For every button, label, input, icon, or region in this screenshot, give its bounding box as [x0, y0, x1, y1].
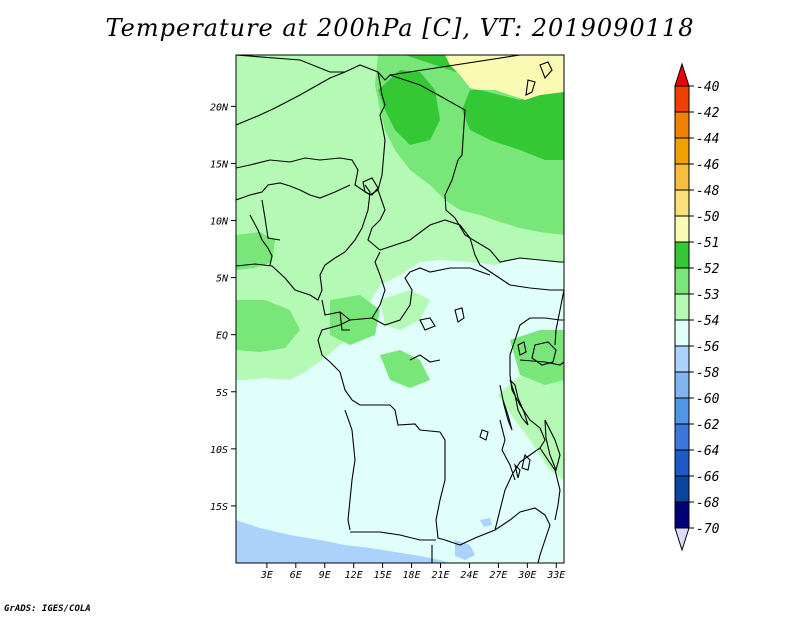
- band-minus50-north: [445, 55, 564, 100]
- map-frame: [235, 54, 565, 564]
- colorbar-label: -51: [696, 236, 719, 251]
- colorbar-segment: [674, 189, 690, 217]
- x-tick-label: 21E: [431, 570, 449, 581]
- x-tick-label: 24E: [460, 570, 478, 581]
- band-minus56-south: [236, 520, 450, 563]
- x-tick-label: 3E: [260, 570, 273, 581]
- x-tick-label: 30E: [517, 570, 536, 581]
- colorbar-segment: [674, 449, 690, 477]
- colorbar-bottom-arrow: [674, 527, 690, 552]
- colorbar-label: -60: [696, 392, 720, 407]
- colorbar-segment: [674, 293, 690, 321]
- colorbar-segment: [674, 267, 690, 295]
- colorbar-label: -58: [696, 366, 720, 381]
- colorbar-segment: [674, 319, 690, 347]
- band-minus56-patch: [480, 518, 492, 527]
- y-tick-label: 15S: [210, 502, 228, 513]
- colorbar-label: -48: [696, 184, 720, 199]
- x-tick-label: 33E: [546, 570, 565, 581]
- x-tick-label: 15E: [374, 570, 392, 581]
- colorbar-label: -62: [696, 418, 720, 433]
- colorbar-segment: [674, 163, 690, 191]
- x-tick-label: 27E: [489, 570, 507, 581]
- colorbar-segment: [674, 215, 690, 243]
- y-axis: 20N 15N 10N 5N EQ 5S 10S 15S: [210, 102, 236, 513]
- x-tick-label: 18E: [403, 570, 421, 581]
- band-minus51-north: [405, 55, 564, 160]
- colorbar-label: -40: [696, 80, 720, 95]
- band-minus53-islands: [236, 348, 300, 372]
- y-tick-label: 10S: [210, 445, 228, 456]
- colorbar-segment: [674, 137, 690, 165]
- colorbar-label: -54: [696, 314, 719, 329]
- band-minus52-sw: [236, 300, 300, 352]
- temperature-field: [236, 55, 564, 563]
- colorbar-segment: [674, 111, 690, 139]
- colorbar-label: -42: [696, 106, 720, 121]
- colorbar-label: -52: [696, 262, 720, 277]
- colorbar-label: -64: [696, 444, 719, 459]
- colorbar-segment: [674, 241, 690, 269]
- colorbar-label: -44: [696, 132, 719, 147]
- y-tick-label: 20N: [210, 102, 229, 113]
- band-minus53-south: [380, 290, 430, 330]
- country-borders: [236, 55, 564, 563]
- colorbar-label: -66: [696, 470, 720, 485]
- colorbar-label: -50: [696, 210, 720, 225]
- band-minus52-mid: [236, 232, 275, 270]
- y-tick-label: 5N: [216, 274, 229, 285]
- colorbar-label: -46: [696, 158, 720, 173]
- x-tick-label: 12E: [345, 570, 363, 581]
- colorbar-segment: [674, 85, 690, 113]
- colorbar-segment: [674, 501, 690, 529]
- y-tick-label: EQ: [216, 331, 228, 342]
- colorbar-segment: [674, 397, 690, 425]
- credit-text: GrADS: IGES/COLA: [4, 604, 91, 614]
- map-title: Temperature at 200hPa [C], VT: 201909011…: [105, 14, 695, 42]
- colorbar-label: -70: [696, 522, 720, 537]
- colorbar-segment: [674, 345, 690, 373]
- x-axis: 3E 6E 9E 12E 15E 18E 21E 24E 27E 30E 33E: [260, 563, 565, 581]
- colorbar-label: -56: [696, 340, 720, 355]
- y-tick-label: 10N: [210, 217, 229, 228]
- lakes: [362, 61, 561, 479]
- colorbar-segment: [674, 423, 690, 451]
- band-minus52-ssw: [380, 350, 430, 388]
- y-tick-label: 5S: [216, 388, 228, 399]
- band-minus51-north2: [378, 70, 440, 145]
- x-tick-label: 6E: [290, 570, 302, 581]
- y-tick-label: 15N: [210, 159, 229, 170]
- colorbar-segment: [674, 371, 690, 399]
- colorbar-label: -53: [696, 288, 719, 303]
- colorbar-top-arrow: [674, 62, 690, 87]
- colorbar: -40 -42 -44 -46 -48 -50 -51 -52 -53 -54 -56 -58 -60 -…: [674, 62, 720, 552]
- x-tick-label: 9E: [319, 570, 331, 581]
- colorbar-segment: [674, 475, 690, 503]
- colorbar-label: -68: [696, 496, 720, 511]
